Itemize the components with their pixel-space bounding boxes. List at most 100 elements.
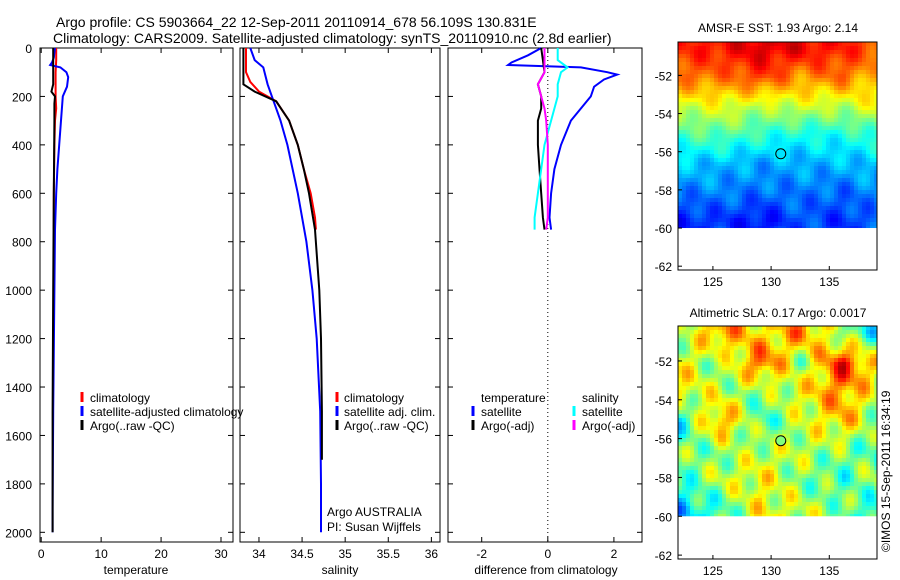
heatmap-cell [726, 354, 730, 358]
heatmap-cell [754, 182, 758, 186]
heatmap-cell [722, 198, 726, 202]
heatmap-cell [770, 466, 774, 470]
heatmap-cell [686, 202, 690, 206]
heatmap-cell [718, 374, 722, 378]
heatmap-cell [770, 330, 774, 334]
heatmap-cell [718, 406, 722, 410]
heatmap-cell [794, 366, 798, 370]
heatmap-cell [838, 402, 842, 406]
heatmap-cell [846, 226, 850, 229]
heatmap-cell [802, 194, 806, 198]
heatmap-cell [798, 382, 802, 386]
heatmap-cell [722, 414, 726, 418]
heatmap-cell [682, 474, 686, 478]
heatmap-cell [754, 402, 758, 406]
heatmap-cell [690, 390, 694, 394]
heatmap-cell [798, 94, 802, 98]
heatmap-cell [722, 366, 726, 370]
heatmap-cell [834, 42, 838, 46]
heatmap-cell [746, 210, 750, 214]
heatmap-cell [798, 514, 802, 517]
heatmap-cell [826, 42, 830, 46]
heatmap-cell [822, 198, 826, 202]
heatmap-cell [830, 370, 834, 374]
heatmap-cell [806, 462, 810, 466]
heatmap-cell [706, 186, 710, 190]
heatmap-cell [870, 218, 874, 222]
heatmap-cell [702, 402, 706, 406]
heatmap-cell [802, 426, 806, 430]
heatmap-cell [870, 70, 874, 74]
heatmap-cell [870, 462, 874, 466]
heatmap-cell [690, 130, 694, 134]
heatmap-cell [774, 474, 778, 478]
heatmap-cell [830, 78, 834, 82]
heatmap-cell [694, 490, 698, 494]
heatmap-cell [710, 498, 714, 502]
heatmap-cell [782, 362, 786, 366]
heatmap-cell [718, 506, 722, 510]
heatmap-cell [738, 418, 742, 422]
heatmap-cell [834, 346, 838, 350]
heatmap-cell [738, 430, 742, 434]
heatmap-cell [678, 46, 682, 50]
heatmap-cell [810, 394, 814, 398]
heatmap-cell [702, 338, 706, 342]
heatmap-cell [818, 506, 822, 510]
heatmap-cell [814, 110, 818, 114]
heatmap-cell [810, 374, 814, 378]
heatmap-cell [854, 194, 858, 198]
heatmap-cell [842, 82, 846, 86]
x-tick-label: 10 [94, 547, 108, 561]
heatmap-cell [682, 446, 686, 450]
heatmap-cell [802, 174, 806, 178]
heatmap-cell [686, 442, 690, 446]
heatmap-cell [738, 58, 742, 62]
heatmap-cell [702, 414, 706, 418]
heatmap-cell [866, 158, 870, 162]
heatmap-cell [774, 362, 778, 366]
heatmap-cell [714, 478, 718, 482]
heatmap-cell [854, 502, 858, 506]
heatmap-cell [686, 458, 690, 462]
heatmap-cell [730, 474, 734, 478]
heatmap-cell [870, 154, 874, 158]
heatmap-cell [742, 130, 746, 134]
heatmap-cell [702, 94, 706, 98]
heatmap-cell [818, 66, 822, 70]
heatmap-cell [678, 110, 682, 114]
heatmap-cell [794, 390, 798, 394]
heatmap-cell [758, 502, 762, 506]
heatmap-cell [778, 374, 782, 378]
heatmap-cell [678, 158, 682, 162]
heatmap-cell [842, 486, 846, 490]
heatmap-cell [850, 166, 854, 170]
heatmap-cell [690, 50, 694, 54]
heatmap-cell [790, 366, 794, 370]
heatmap-cell [746, 78, 750, 82]
heatmap-cell [762, 138, 766, 142]
heatmap-cell [850, 454, 854, 458]
heatmap-cell [798, 470, 802, 474]
heatmap-cell [734, 90, 738, 94]
heatmap-cell [750, 54, 754, 58]
heatmap-cell [766, 118, 770, 122]
heatmap-cell [774, 74, 778, 78]
heatmap-cell [866, 402, 870, 406]
heatmap-cell [730, 386, 734, 390]
heatmap-cell [786, 98, 790, 102]
heatmap-cell [866, 126, 870, 130]
heatmap-cell [786, 170, 790, 174]
heatmap-cell [722, 90, 726, 94]
heatmap-cell [762, 510, 766, 514]
heatmap-cell [870, 330, 874, 334]
heatmap-cell [750, 326, 754, 330]
heatmap-cell [778, 406, 782, 410]
heatmap-cell [782, 134, 786, 138]
heatmap-cell [802, 390, 806, 394]
heatmap-cell [818, 486, 822, 490]
heatmap-cell [818, 202, 822, 206]
heatmap-cell [866, 342, 870, 346]
heatmap-cell [842, 342, 846, 346]
